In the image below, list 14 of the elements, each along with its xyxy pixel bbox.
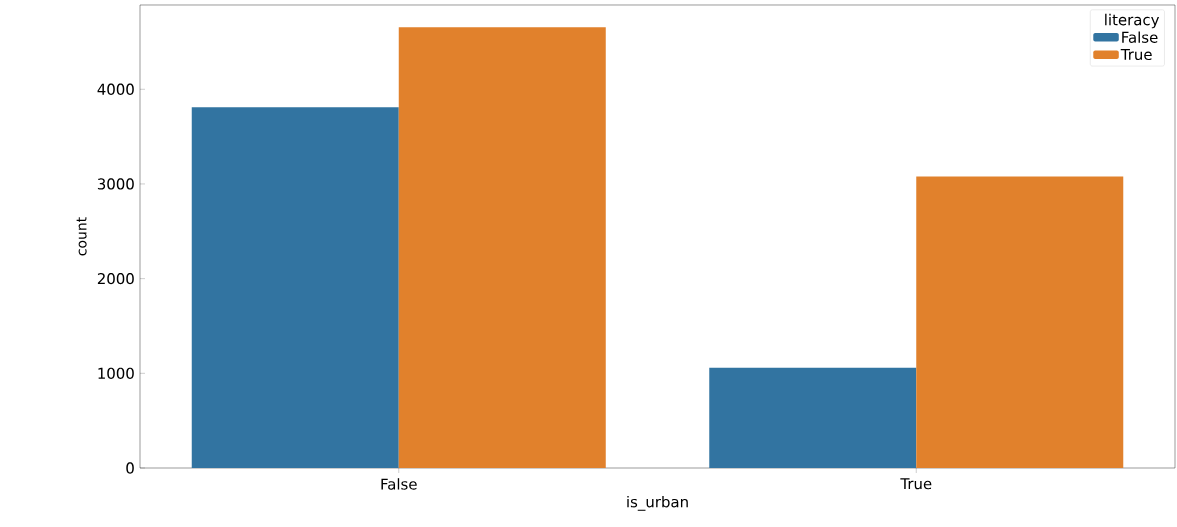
bar: [191, 107, 399, 468]
legend-title: literacy: [1105, 13, 1160, 29]
y-tick-label: 1000: [98, 367, 134, 379]
y-tick-label: 3000: [97, 178, 134, 190]
y-axis-title: count: [76, 217, 87, 256]
y-tick-label: 2000: [97, 272, 134, 285]
y-tick-label: 0: [126, 462, 134, 474]
x-axis-title: is_urban: [627, 495, 688, 511]
legend-label: False: [1122, 31, 1158, 43]
y-tick-label: 4000: [97, 83, 134, 95]
bar: [398, 27, 606, 468]
bar: [709, 367, 917, 468]
bar: [916, 176, 1124, 468]
legend-label: True: [1120, 48, 1152, 61]
